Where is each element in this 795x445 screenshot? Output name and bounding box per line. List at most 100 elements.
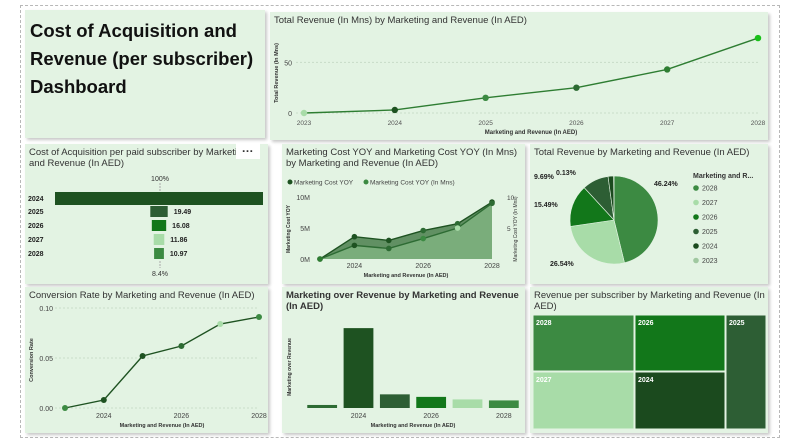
revenue-line-panel[interactable]: Total Revenue (In Mns) by Marketing and …	[270, 12, 768, 140]
coa-funnel-chart[interactable]: 100% 2024 2025 19.49 2026 16.08 2027 11.86 2028 1…	[25, 144, 268, 284]
legend-marker	[693, 214, 699, 220]
data-point	[454, 225, 461, 231]
treemap-cell	[532, 371, 635, 430]
legend-label: 2028	[702, 186, 718, 193]
legend-marker	[363, 179, 369, 185]
x-tick-label: 2024	[388, 120, 403, 127]
more-options-button[interactable]: …	[236, 142, 260, 159]
y2-axis-label: Marketing Cost YOY (In Mns)	[513, 196, 519, 261]
x-tick-label: 2025	[478, 120, 493, 127]
funnel-category: 2027	[28, 237, 44, 244]
revenue-line-chart[interactable]: 0 50 2023 2024 2025 2026 2027 2028 Marketing and…	[270, 12, 768, 140]
coa-funnel-title: Cost of Acquisition per paid subscriber …	[29, 147, 248, 169]
x-tick-label: 2028	[251, 413, 267, 420]
data-point	[754, 34, 762, 42]
y-tick-label: 0M	[300, 257, 310, 264]
conversion-chart[interactable]: 0.00 0.05 0.10 2024 2026 2028 Marketing and Re…	[25, 287, 268, 433]
legend-label: 2025	[702, 229, 718, 236]
series-line	[303, 37, 759, 114]
series-line	[64, 316, 260, 409]
series-line	[319, 202, 493, 260]
treemap-label: 2024	[638, 377, 654, 384]
x-tick-label: 2026	[174, 413, 190, 420]
funnel-value-label: 16.08	[172, 223, 190, 230]
funnel-category: 2028	[28, 251, 44, 258]
data-point	[256, 314, 262, 320]
data-point	[664, 66, 671, 73]
y-axis-label: Marketing over Revenue	[287, 338, 293, 396]
data-point	[100, 397, 107, 403]
x-tick-label: 2024	[96, 413, 112, 420]
legend-marker	[693, 199, 699, 206]
revenue-pie-title: Total Revenue by Marketing and Revenue (…	[534, 147, 750, 158]
marketing-cost-chart[interactable]: Marketing Cost YOY Marketing Cost YOY (In…	[282, 144, 525, 284]
data-point	[317, 256, 323, 262]
revenue-pie-panel[interactable]: Total Revenue by Marketing and Revenue (…	[530, 144, 768, 284]
data-point	[351, 242, 358, 249]
x-tick-label: 2028	[496, 413, 512, 420]
revenue-pie-chart[interactable]: 46.24% 26.54% 15.49% 9.69%0.13% Marketing an…	[530, 144, 768, 284]
funnel-value-label: 10.97	[170, 251, 188, 258]
treemap-label: 2026	[638, 320, 654, 327]
pie-slice	[613, 175, 659, 264]
x-tick-label: 2027	[660, 120, 675, 127]
bar	[416, 396, 447, 408]
legend-label: 2024	[702, 244, 718, 251]
pie-slice	[570, 219, 625, 265]
legend-label: 2027	[702, 200, 718, 207]
treemap-cell	[532, 314, 635, 372]
data-point	[300, 109, 308, 117]
conversion-panel[interactable]: Conversion Rate by Marketing and Revenue…	[25, 287, 268, 433]
y-tick-label: 10M	[296, 195, 310, 202]
conversion-title: Conversion Rate by Marketing and Revenue…	[29, 290, 255, 301]
rev-per-sub-panel[interactable]: Revenue per subscriber by Marketing and …	[530, 287, 768, 433]
marketing-cost-panel[interactable]: Marketing Cost YOY and Marketing Cost YO…	[282, 144, 525, 284]
y-axis-label: Conversion Rate	[29, 338, 35, 382]
mkt-over-rev-chart[interactable]: 2024 2026 2028 Marketing and Revenue (In AE…	[282, 287, 525, 433]
funnel-value-label: 11.86	[170, 237, 187, 244]
x-tick-label: 2028	[751, 120, 766, 127]
data-point	[139, 353, 146, 359]
treemap-cell	[725, 314, 767, 430]
data-point	[420, 227, 426, 234]
x-tick-label: 2024	[351, 413, 367, 420]
data-point	[351, 233, 358, 240]
bar	[307, 404, 338, 408]
coa-funnel-panel[interactable]: Cost of Acquisition per paid subscriber …	[25, 144, 268, 284]
funnel-bar	[154, 248, 164, 259]
treemap-label: 2025	[729, 320, 745, 327]
data-point	[386, 237, 392, 244]
bar	[452, 399, 483, 408]
x-axis-label: Marketing and Revenue (In AED)	[485, 130, 577, 136]
dashboard-title: Cost of Acquisition and Revenue (per sub…	[30, 20, 254, 97]
x-axis-label: Marketing and Revenue (In AED)	[120, 423, 205, 429]
funnel-top-label: 100%	[151, 176, 169, 183]
funnel-bar	[55, 192, 263, 205]
data-point	[386, 245, 392, 252]
data-point	[178, 343, 185, 349]
y-axis-label: Marketing Cost YOY	[286, 204, 292, 253]
funnel-bar	[151, 220, 167, 231]
data-point	[391, 106, 398, 114]
rev-per-sub-treemap[interactable]: 2028 2026 2025 2027 2024	[530, 287, 768, 433]
title-card: Cost of Acquisition and Revenue (per sub…	[25, 10, 265, 138]
data-point	[573, 84, 580, 91]
legend-marker	[693, 185, 699, 191]
treemap-label: 2028	[536, 320, 552, 327]
funnel-value-label: 19.49	[174, 209, 192, 216]
x-axis-label: Marketing and Revenue (In AED)	[364, 273, 449, 279]
legend-marker	[287, 179, 293, 185]
x-tick-label: 2026	[423, 413, 439, 420]
y-tick-label: 0.05	[39, 356, 53, 363]
data-point	[482, 94, 489, 102]
mkt-over-rev-panel[interactable]: Marketing over Revenue by Marketing and …	[282, 287, 525, 433]
rev-per-sub-title: Revenue per subscriber by Marketing and …	[534, 290, 765, 312]
revenue-line-title: Total Revenue (In Mns) by Marketing and …	[274, 15, 527, 26]
funnel-bottom-label: 8.4%	[152, 271, 168, 278]
bar	[343, 328, 374, 408]
legend-marker	[693, 228, 699, 235]
bar	[488, 400, 519, 408]
x-tick-label: 2024	[347, 263, 363, 270]
report-frame	[20, 5, 780, 438]
